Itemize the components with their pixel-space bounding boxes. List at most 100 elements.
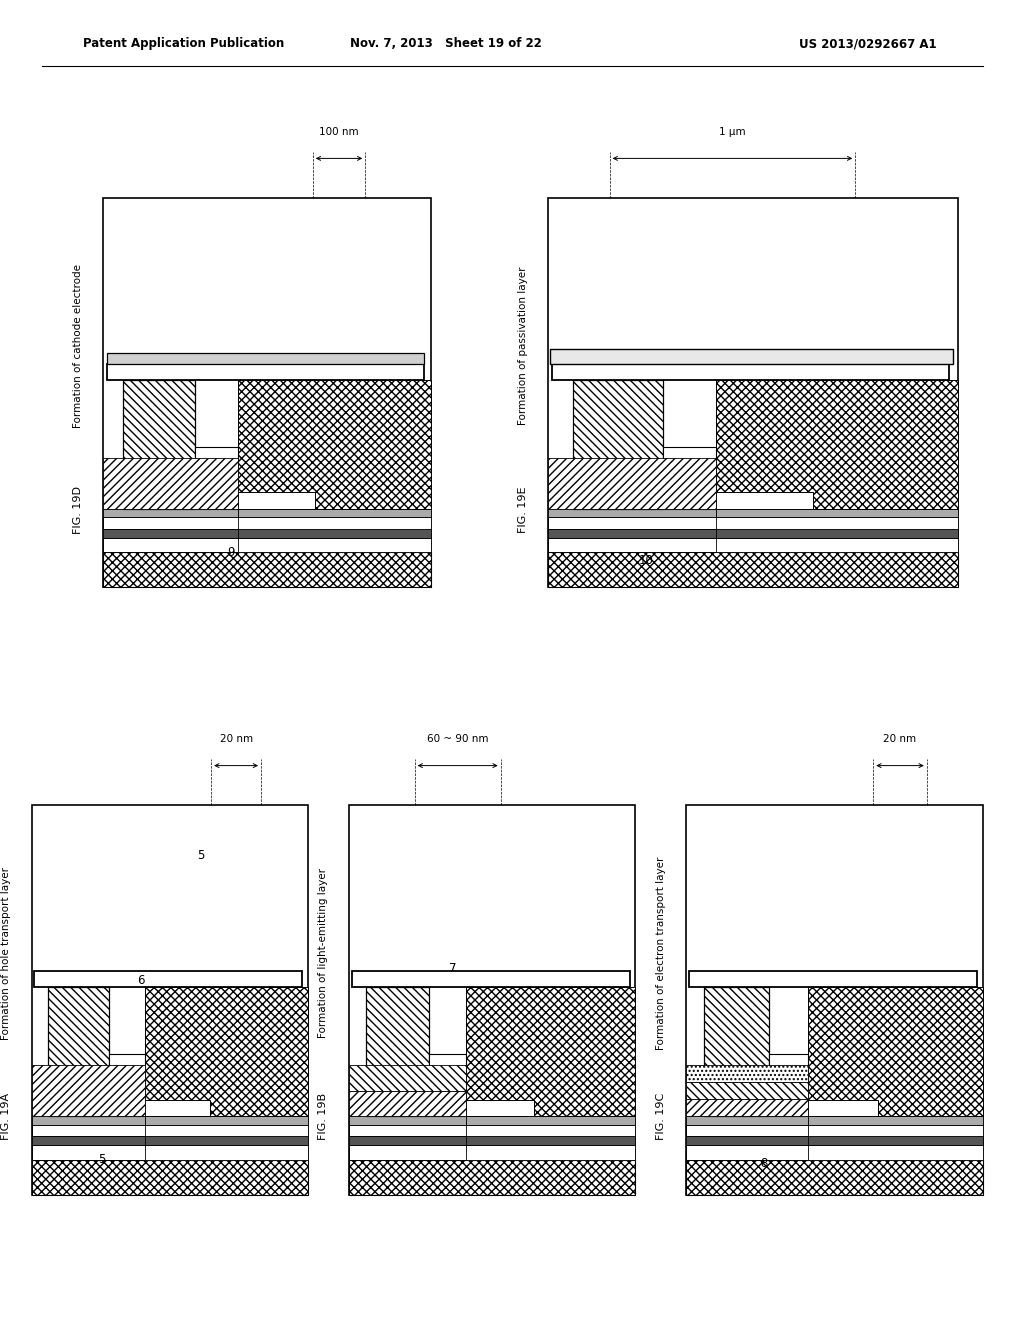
Text: 10: 10 — [638, 553, 653, 566]
Bar — [716, 537, 957, 552]
Bar — [716, 380, 957, 508]
Bar — [769, 1055, 808, 1115]
Bar — [238, 537, 431, 552]
Bar — [548, 198, 957, 587]
Bar — [808, 1137, 983, 1144]
Bar — [686, 1125, 983, 1137]
Bar — [145, 1137, 308, 1144]
Bar — [686, 1159, 983, 1195]
Bar — [195, 447, 238, 508]
Bar — [466, 1115, 635, 1125]
Text: 1 μm: 1 μm — [719, 127, 745, 137]
Bar — [349, 1065, 466, 1090]
Bar — [548, 529, 957, 537]
Bar — [548, 537, 957, 552]
Bar — [349, 1159, 635, 1195]
Text: 9: 9 — [227, 546, 236, 558]
Bar — [123, 380, 195, 508]
Bar — [106, 354, 424, 364]
Bar — [145, 1100, 210, 1115]
Bar — [366, 987, 429, 1115]
Bar — [548, 517, 957, 529]
Bar — [35, 972, 302, 987]
Text: 7: 7 — [450, 962, 457, 975]
Bar — [716, 529, 957, 537]
Text: 6: 6 — [136, 974, 144, 987]
Bar — [103, 458, 238, 508]
Bar — [32, 1115, 145, 1125]
Bar — [238, 380, 431, 508]
Bar — [110, 1055, 145, 1115]
Text: 60 ~ 90 nm: 60 ~ 90 nm — [427, 734, 488, 744]
Bar — [663, 447, 716, 508]
Text: 8: 8 — [761, 1156, 768, 1170]
Bar — [238, 517, 431, 529]
Bar — [106, 364, 424, 380]
Text: FIG. 19E: FIG. 19E — [518, 486, 527, 533]
Bar — [552, 364, 949, 380]
Bar — [550, 350, 953, 364]
Bar — [103, 517, 431, 529]
Bar — [548, 508, 716, 517]
Text: 5: 5 — [198, 849, 205, 862]
Text: FIG. 19A: FIG. 19A — [1, 1093, 11, 1140]
Text: FIG. 19C: FIG. 19C — [655, 1093, 666, 1140]
Text: FIG. 19D: FIG. 19D — [73, 486, 83, 533]
Text: Nov. 7, 2013   Sheet 19 of 22: Nov. 7, 2013 Sheet 19 of 22 — [350, 37, 542, 50]
Bar — [686, 1065, 808, 1082]
Bar — [716, 492, 813, 508]
Text: 100 nm: 100 nm — [319, 127, 358, 137]
Text: Formation of light-emitting layer: Formation of light-emitting layer — [318, 869, 329, 1038]
Bar — [349, 805, 635, 1195]
Bar — [429, 1055, 466, 1115]
Bar — [103, 552, 431, 587]
Bar — [351, 972, 630, 987]
Bar — [572, 380, 663, 508]
Bar — [349, 1137, 635, 1144]
Bar — [689, 972, 977, 987]
Bar — [349, 1144, 635, 1159]
Bar — [686, 1100, 808, 1115]
Bar — [32, 1125, 308, 1137]
Text: Formation of cathode electrode: Formation of cathode electrode — [73, 264, 83, 428]
Bar — [349, 1125, 635, 1137]
Bar — [466, 1100, 534, 1115]
Bar — [686, 1144, 983, 1159]
Bar — [808, 1100, 878, 1115]
Bar — [808, 1125, 983, 1137]
Bar — [716, 508, 957, 517]
Bar — [548, 552, 957, 587]
Text: US 2013/0292667 A1: US 2013/0292667 A1 — [800, 37, 937, 50]
Bar — [145, 1115, 308, 1125]
Bar — [32, 1159, 308, 1195]
Bar — [32, 1137, 308, 1144]
Bar — [686, 805, 983, 1195]
Text: 20 nm: 20 nm — [884, 734, 916, 744]
Text: 20 nm: 20 nm — [219, 734, 253, 744]
Bar — [808, 1115, 983, 1125]
Bar — [32, 1065, 145, 1115]
Bar — [466, 1144, 635, 1159]
Bar — [103, 529, 431, 537]
Bar — [145, 987, 308, 1115]
Text: Patent Application Publication: Patent Application Publication — [83, 37, 284, 50]
Bar — [686, 1115, 808, 1125]
Bar — [32, 1144, 308, 1159]
Bar — [103, 198, 431, 587]
Bar — [349, 1115, 466, 1125]
Text: Formation of passivation layer: Formation of passivation layer — [518, 267, 527, 425]
Bar — [716, 517, 957, 529]
Bar — [466, 1137, 635, 1144]
Bar — [808, 1144, 983, 1159]
Bar — [466, 1125, 635, 1137]
Bar — [145, 1144, 308, 1159]
Text: FIG. 19B: FIG. 19B — [318, 1093, 329, 1140]
Bar — [32, 805, 308, 1195]
Bar — [705, 987, 769, 1115]
Bar — [238, 529, 431, 537]
Text: 5: 5 — [98, 1154, 105, 1166]
Bar — [466, 987, 635, 1115]
Bar — [808, 987, 983, 1115]
Bar — [103, 508, 238, 517]
Bar — [548, 458, 716, 508]
